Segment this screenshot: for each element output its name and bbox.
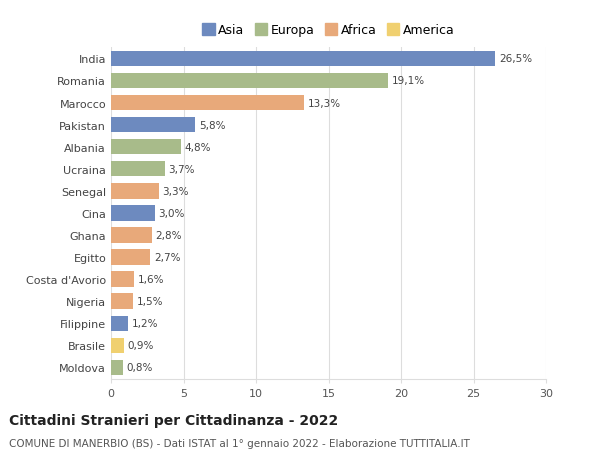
Bar: [111, 95, 304, 111]
Bar: [111, 51, 495, 67]
Bar: [111, 184, 159, 199]
Text: 0,9%: 0,9%: [128, 341, 154, 351]
Bar: [111, 272, 134, 287]
Bar: [111, 118, 195, 133]
Bar: [111, 360, 122, 375]
Bar: [111, 162, 164, 177]
Text: 3,3%: 3,3%: [163, 186, 189, 196]
Text: 1,2%: 1,2%: [132, 319, 158, 329]
Text: 4,8%: 4,8%: [184, 142, 211, 152]
Bar: [111, 228, 152, 243]
Bar: [111, 206, 155, 221]
Bar: [111, 338, 124, 353]
Bar: [111, 73, 388, 89]
Text: 2,8%: 2,8%: [155, 230, 182, 241]
Text: 0,8%: 0,8%: [126, 363, 152, 373]
Text: 3,0%: 3,0%: [158, 208, 185, 218]
Text: 1,5%: 1,5%: [136, 297, 163, 307]
Bar: [111, 250, 150, 265]
Text: COMUNE DI MANERBIO (BS) - Dati ISTAT al 1° gennaio 2022 - Elaborazione TUTTITALI: COMUNE DI MANERBIO (BS) - Dati ISTAT al …: [9, 438, 470, 448]
Text: 3,7%: 3,7%: [168, 164, 195, 174]
Text: 2,7%: 2,7%: [154, 252, 180, 263]
Text: Cittadini Stranieri per Cittadinanza - 2022: Cittadini Stranieri per Cittadinanza - 2…: [9, 413, 338, 427]
Text: 13,3%: 13,3%: [307, 98, 341, 108]
Text: 19,1%: 19,1%: [392, 76, 425, 86]
Legend: Asia, Europa, Africa, America: Asia, Europa, Africa, America: [200, 22, 457, 39]
Text: 5,8%: 5,8%: [199, 120, 225, 130]
Bar: [111, 294, 133, 309]
Text: 1,6%: 1,6%: [138, 274, 164, 285]
Bar: [111, 140, 181, 155]
Bar: [111, 316, 128, 331]
Text: 26,5%: 26,5%: [499, 54, 532, 64]
